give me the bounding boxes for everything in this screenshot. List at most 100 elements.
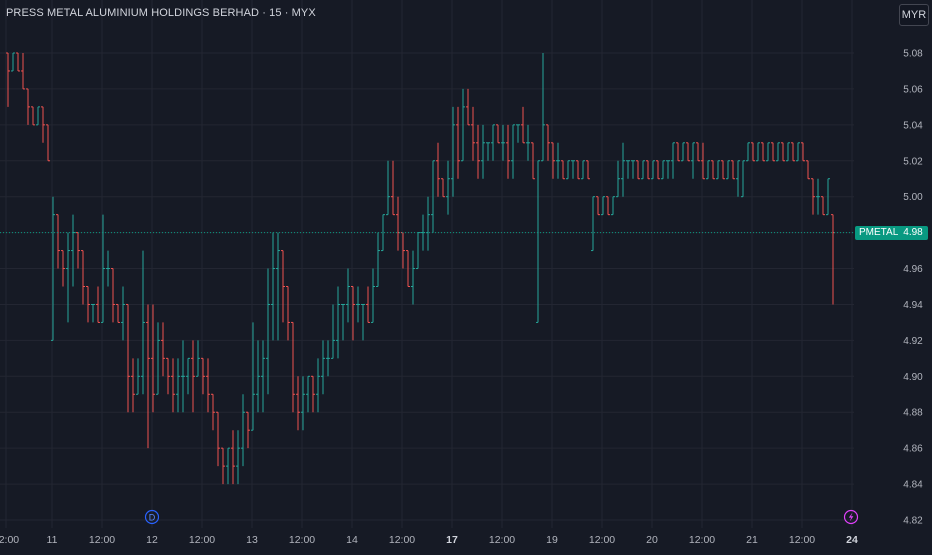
ohlc-bar xyxy=(66,232,70,323)
ohlc-bar xyxy=(456,106,460,179)
ohlc-bar xyxy=(221,447,225,485)
ohlc-bar xyxy=(721,160,725,180)
ohlc-bar xyxy=(131,358,135,413)
ohlc-bar xyxy=(306,375,310,413)
ohlc-bar xyxy=(271,232,275,341)
ohlc-bar xyxy=(691,142,695,179)
ohlc-bar xyxy=(156,322,160,395)
ohlc-bar xyxy=(386,160,390,216)
ohlc-bar xyxy=(171,358,175,413)
ohlc-bar xyxy=(241,394,245,467)
ohlc-bar xyxy=(341,303,345,341)
ohlc-bar xyxy=(606,196,610,216)
ohlc-bar xyxy=(431,160,435,233)
ohlc-bar xyxy=(11,52,15,72)
lightning-icon[interactable] xyxy=(843,509,859,525)
ohlc-bar xyxy=(441,178,445,198)
ohlc-bar xyxy=(676,142,680,162)
ohlc-bar xyxy=(81,250,85,305)
ohlc-bar xyxy=(466,88,470,126)
time-tick-label: 12:00 xyxy=(189,534,215,546)
price-tick-label: 4.84 xyxy=(903,480,923,491)
time-tick-label: 19 xyxy=(546,534,558,546)
ohlc-bar xyxy=(621,142,625,197)
ohlc-bar xyxy=(371,268,375,323)
ohlc-bar xyxy=(216,411,220,467)
ohlc-bar xyxy=(536,160,540,323)
currency-button[interactable]: MYR xyxy=(899,4,929,26)
time-tick-label: 24 xyxy=(846,534,858,546)
ohlc-bar xyxy=(191,340,195,413)
ohlc-bar xyxy=(336,286,340,359)
ohlc-bar xyxy=(326,340,330,377)
ohlc-bar xyxy=(616,160,620,198)
ohlc-bar xyxy=(491,124,495,161)
ohlc-bar xyxy=(716,160,720,180)
ohlc-bar xyxy=(186,357,190,395)
ohlc-bar xyxy=(361,303,365,341)
time-tick-label: 12 xyxy=(146,534,158,546)
lightning-marker-circle xyxy=(843,509,859,525)
dividend-marker-icon[interactable]: D xyxy=(144,509,160,525)
ohlc-bar xyxy=(761,142,765,162)
price-tick-label: 5.04 xyxy=(903,120,923,131)
ohlc-bar xyxy=(636,160,640,180)
price-tick-label: 5.02 xyxy=(903,156,923,167)
ohlc-bar xyxy=(771,142,775,162)
price-tick-label: 5.08 xyxy=(903,49,923,60)
ohlc-bar xyxy=(436,142,440,197)
ohlc-bar xyxy=(531,142,535,180)
ohlc-bar xyxy=(391,160,395,216)
ohlc-bar xyxy=(786,142,790,162)
time-axis[interactable]: 12:00 11 12:00 12 12:00 13 12:00 14 12:00 17 12:00… xyxy=(0,534,858,546)
ohlc-bar xyxy=(101,214,105,323)
ohlc-bar xyxy=(601,196,605,216)
ohlc-bar xyxy=(301,376,305,431)
lightning-bolt-shape xyxy=(848,512,854,522)
ohlc-bar xyxy=(751,142,755,162)
ohlc-bar xyxy=(396,196,400,251)
ohlc-bar xyxy=(776,142,780,162)
time-tick-label: 13 xyxy=(246,534,258,546)
ohlc-bar xyxy=(661,160,665,180)
dividend-marker-circle xyxy=(144,509,160,525)
ohlc-bar xyxy=(31,106,35,126)
ohlc-bar xyxy=(296,376,300,431)
ohlc-bar xyxy=(201,357,205,395)
time-tick-label: 12:00 xyxy=(489,534,515,546)
ohlc-bar xyxy=(346,268,350,323)
ohlc-bar xyxy=(426,196,430,251)
ohlc-bar xyxy=(811,178,815,215)
ohlc-bar xyxy=(406,250,410,287)
ohlc-bar xyxy=(21,53,25,90)
ohlc-bar xyxy=(116,303,120,323)
ohlc-bar xyxy=(416,232,420,270)
ohlc-bar xyxy=(666,160,670,179)
time-tick-label: 12:00 xyxy=(89,534,115,546)
ohlc-bar xyxy=(591,196,595,252)
ohlc-bar xyxy=(651,160,655,180)
ohlc-bar xyxy=(756,142,760,162)
ohlc-bar xyxy=(546,124,550,161)
ohlc-bar xyxy=(196,340,200,377)
ohlc-bar xyxy=(56,214,60,269)
time-tick-label: 17 xyxy=(446,534,458,546)
ohlc-bar xyxy=(526,124,530,161)
ohlc-bar xyxy=(281,250,285,323)
ohlc-bar xyxy=(501,124,505,161)
ohlc-bar xyxy=(76,232,80,269)
price-tick-label: 4.94 xyxy=(903,300,923,311)
ohlc-bar xyxy=(366,286,370,323)
price-tick-label: 5.06 xyxy=(903,84,923,95)
price-axis[interactable]: 5.085.065.045.025.004.984.964.944.924.90… xyxy=(903,49,923,527)
symbol-title: PRESS METAL ALUMINIUM HOLDINGS BERHAD · … xyxy=(6,7,316,19)
ohlc-bar xyxy=(136,358,140,395)
ohlc-bar xyxy=(246,411,250,449)
ohlc-bar xyxy=(551,142,555,179)
ohlc-bar xyxy=(516,124,520,143)
ohlc-bar xyxy=(61,250,65,287)
ohlc-bar xyxy=(146,304,150,449)
event-markers: D xyxy=(144,509,859,525)
